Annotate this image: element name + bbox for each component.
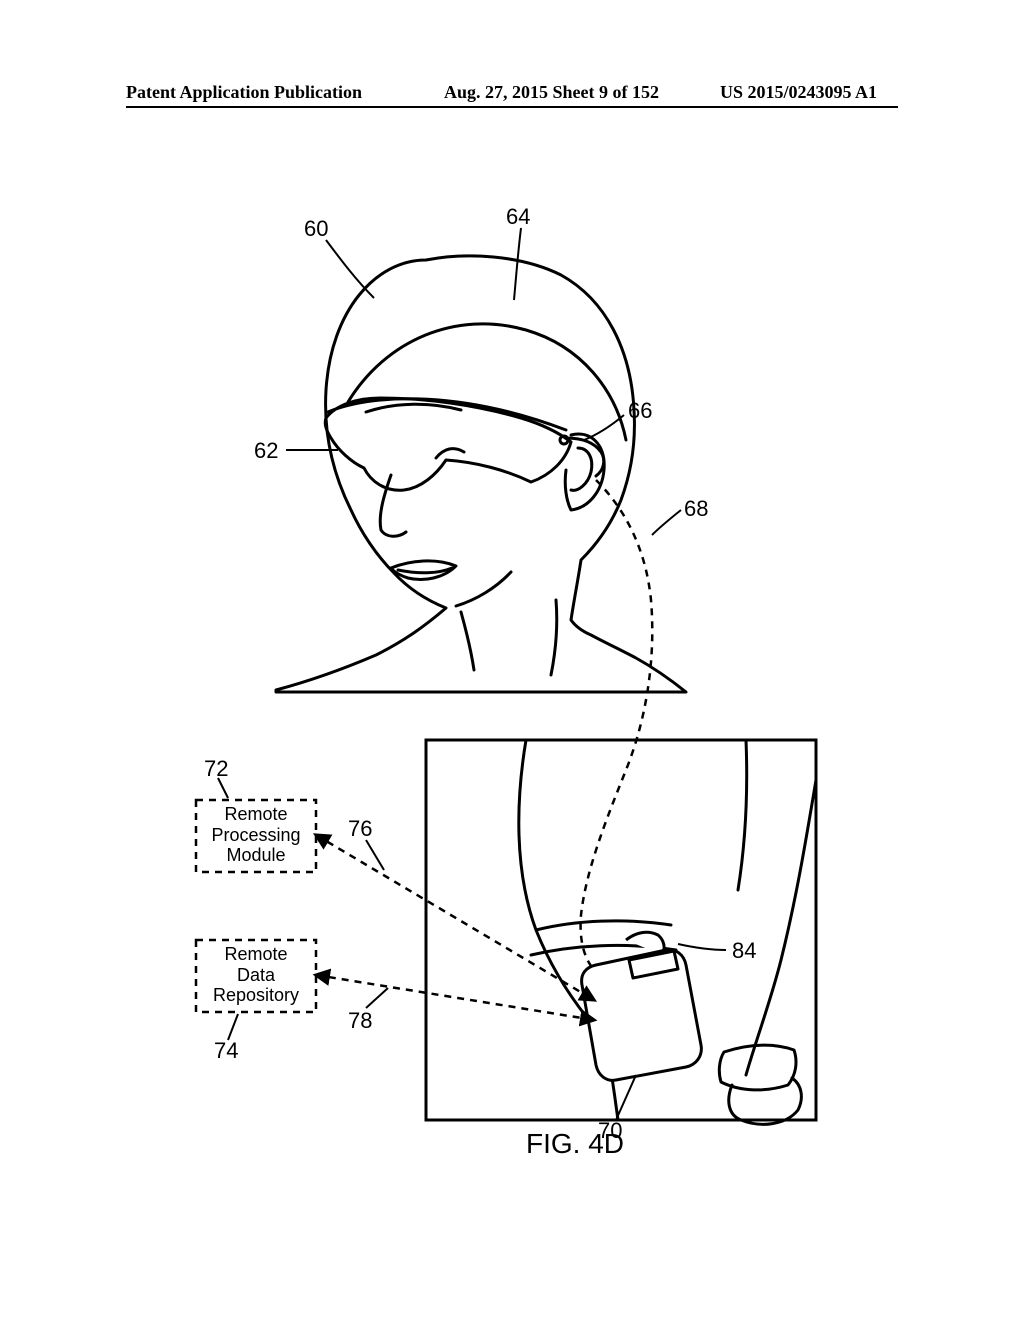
remote-data-label: Remote Data Repository [200, 944, 312, 1006]
figure-caption: FIG. 4D [526, 1128, 624, 1160]
header-left: Patent Application Publication [126, 82, 362, 103]
ref-76: 76 [348, 816, 372, 842]
headset-group [325, 398, 603, 490]
ref-66: 66 [628, 398, 652, 424]
remote-processing-label: Remote Processing Module [200, 804, 312, 866]
header-rule [126, 106, 898, 108]
patent-page: Patent Application Publication Aug. 27, … [0, 0, 1024, 1320]
ref-74: 74 [214, 1038, 238, 1064]
ref-68: 68 [684, 496, 708, 522]
cable-68 [581, 480, 653, 972]
figure-svg [126, 180, 898, 1160]
head-group [276, 256, 686, 692]
ref-64: 64 [506, 204, 530, 230]
figure-4d: 60 64 62 66 68 84 70 72 74 76 78 Remote … [126, 180, 898, 1160]
ref-62: 62 [254, 438, 278, 464]
lower-panel [426, 740, 816, 1124]
ref-84: 84 [732, 938, 756, 964]
header-center: Aug. 27, 2015 Sheet 9 of 152 [444, 82, 659, 103]
ref-60: 60 [304, 216, 328, 242]
header-right: US 2015/0243095 A1 [720, 82, 877, 103]
ref-78: 78 [348, 1008, 372, 1034]
ref-72: 72 [204, 756, 228, 782]
